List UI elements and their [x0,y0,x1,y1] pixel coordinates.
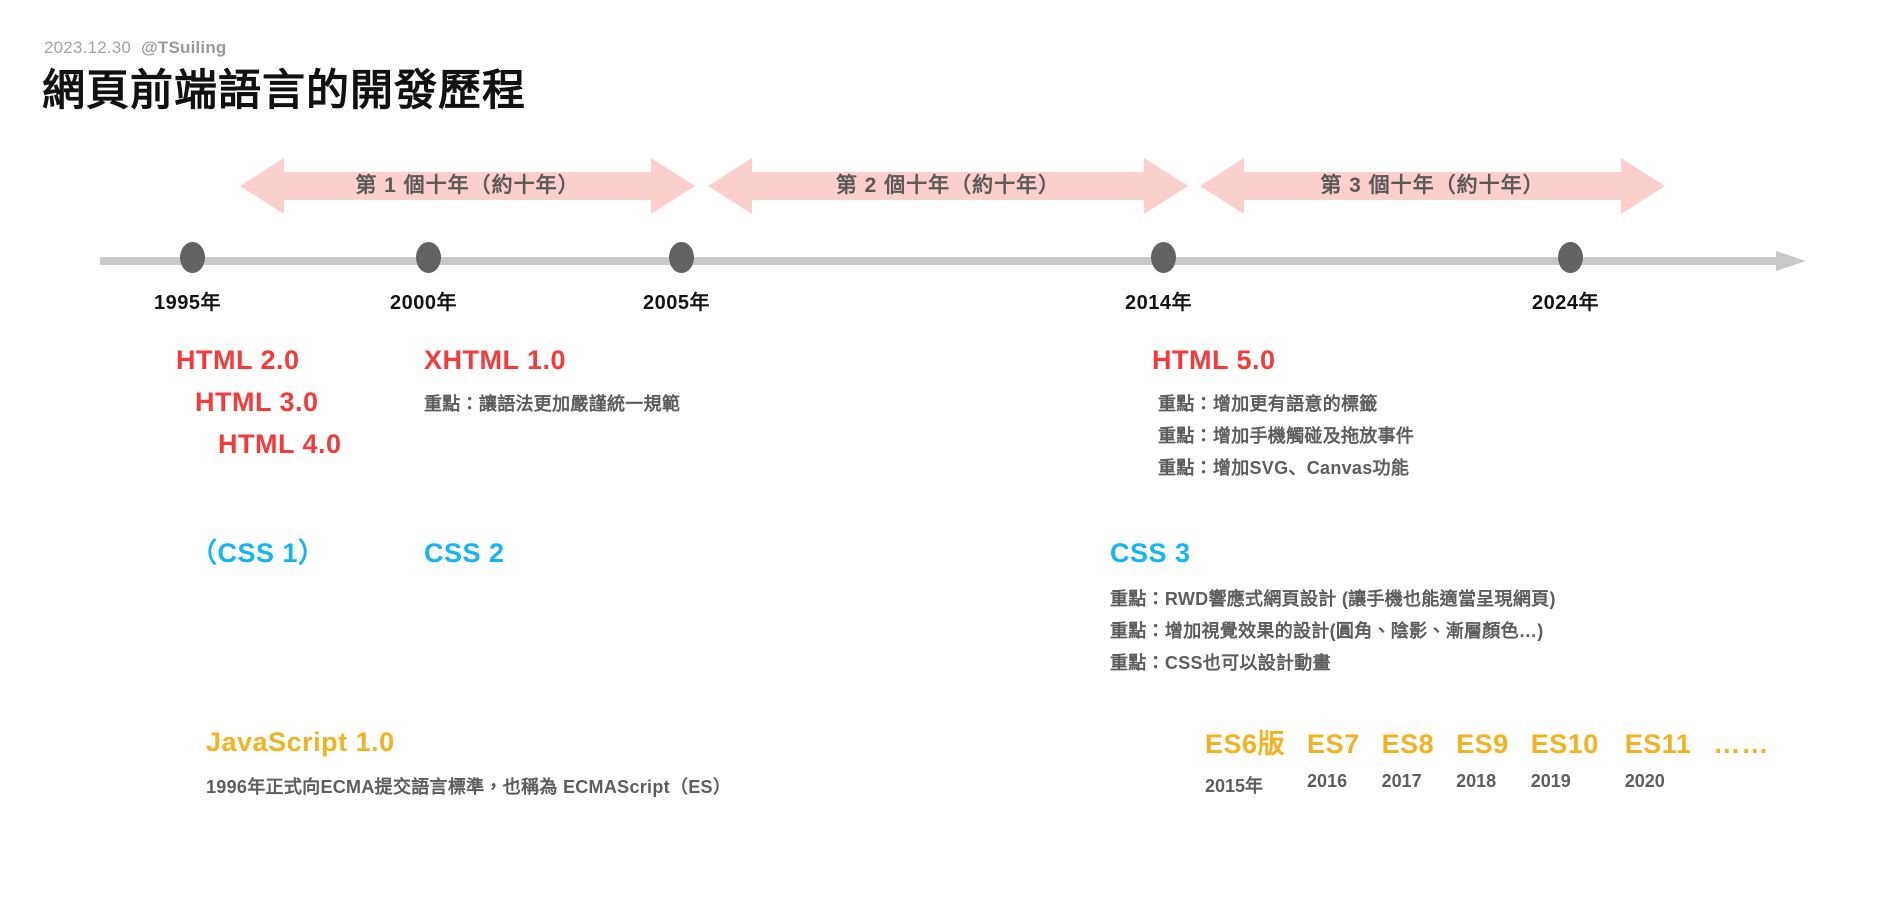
ecmascript-version-year: 2017 [1381,771,1422,791]
timeline-year-label: 2000年 [390,292,457,314]
ecmascript-ellipsis: …… [1713,729,1770,759]
ecmascript-version-name: ES10 [1530,729,1599,759]
decade-label: 第 1 個十年（約十年） [355,174,580,197]
ecmascript-block: ES6版 2015年 ES7 2016 ES8 2017 ES9 2018 ES10 2019 ES… [1205,722,1769,798]
html-version-label: HTML 2.0 [176,345,300,375]
css3-note: 重點：增加視覺效果的設計(圓角、陰影、漸層顏色…) [1110,620,1544,641]
html-version-label: HTML 3.0 [195,386,319,417]
ecmascript-version-name: ES6版 [1205,729,1286,759]
ecmascript-version-item: ES11 2020 [1625,729,1692,792]
ecmascript-version-name: ES8 [1381,729,1435,759]
javascript-block: JavaScript 1.0 1996年正式向ECMA提交語言標準，也稱為 EC… [206,722,731,803]
byline-handle: @TSuiling [141,38,227,57]
css1-block: （CSS 1） [190,533,326,575]
css2-title: CSS 2 [424,538,505,568]
xhtml-note: 重點：讓語法更加嚴謹統一規範 [424,393,681,414]
ecmascript-version-year: 2018 [1456,771,1497,791]
timeline-dot[interactable] [416,242,441,273]
page-title: 網頁前端語言的開發歷程 [42,67,526,115]
xhtml-block: XHTML 1.0 重點：讓語法更加嚴謹統一規範 [424,340,680,420]
html5-title: HTML 5.0 [1152,345,1276,375]
ecmascript-version-item: ES8 2017 [1382,729,1435,792]
timeline-dot[interactable] [1151,242,1176,273]
timeline-axis [100,242,1812,273]
html5-block: HTML 5.0 重點：增加更有語意的標籤重點：增加手機觸碰及拖放事件 重點：增加… [1152,340,1414,484]
byline-date: 2023.12.30 [44,38,132,57]
timeline-dot[interactable] [180,242,205,273]
timeline-year-label: 2024年 [1532,292,1599,314]
ecmascript-version-item: ES10 2019 [1531,729,1599,792]
html-version-label: HTML 4.0 [218,428,342,459]
css2-block: CSS 2 [424,533,505,575]
css3-note-list: 重點：RWD響應式網頁設計 (讓手機也能適當呈現網頁) 重點：增加視覺效果的設計(… [1110,583,1556,679]
ecmascript-version-item: ES9 2018 [1456,729,1509,792]
html5-note: 重點：增加手機觸碰及拖放事件 [1158,425,1415,446]
timeline-dot[interactable] [669,242,694,273]
ecmascript-version-name: ES7 [1307,729,1360,759]
xhtml-title: XHTML 1.0 [424,345,567,375]
ecmascript-version-item: ES7 2016 [1307,729,1360,792]
css3-title: CSS 3 [1110,538,1191,568]
css3-note: 重點：RWD響應式網頁設計 (讓手機也能適當呈現網頁) [1110,588,1556,609]
timeline-year-label: 1995年 [154,292,221,314]
ecmascript-version-year: 2020 [1624,771,1665,791]
decade-arrow [240,158,695,214]
css3-note: 重點：CSS也可以設計動畫 [1110,652,1331,673]
javascript-note: 1996年正式向ECMA提交語言標準，也稱為 ECMAScript（ES） [206,776,732,797]
css1-title: （CSS 1） [190,538,326,568]
decade-arrow [708,158,1188,214]
decade-label: 第 3 個十年（約十年） [1320,174,1545,197]
ecmascript-version-year: 2019 [1530,771,1571,791]
html5-note: 重點：增加SVG、Canvas功能 [1158,457,1410,478]
timeline-dot[interactable] [1558,242,1583,273]
html-early-versions: HTML 2.0 HTML 3.0 HTML 4.0 [176,340,342,466]
ecmascript-version-year: 2015年 [1205,776,1264,796]
html5-note: 重點：增加更有語意的標籤 [1158,393,1378,414]
ecmascript-version-name: ES9 [1456,729,1509,759]
decade-label: 第 2 個十年（約十年） [835,174,1061,197]
ecmascript-version-item: ES6版 2015年 [1205,722,1285,798]
javascript-title: JavaScript 1.0 [206,727,395,757]
ecmascript-version-row: ES6版 2015年 ES7 2016 ES8 2017 ES9 2018 ES10 2019 ES… [1205,722,1769,798]
timeline-year-label: 2014年 [1125,292,1192,314]
ecmascript-version-name: ES11 [1624,729,1692,759]
html5-note-list: 重點：增加更有語意的標籤重點：增加手機觸碰及拖放事件 重點：增加SVG、Canva… [1158,388,1414,484]
decade-arrow [1200,158,1665,214]
axis-arrow-head-icon [1776,251,1806,271]
byline: 2023.12.30 @TSuiling [44,38,227,58]
ecmascript-version-year: 2016 [1307,771,1348,791]
css3-block: CSS 3 重點：RWD響應式網頁設計 (讓手機也能適當呈現網頁) 重點：增加視覺… [1110,533,1556,679]
timeline-year-label: 2005年 [643,292,710,314]
decade-band: 第 1 個十年（約十年） 第 2 個十年（約十年） 第 3 個十年（約十年） [0,158,1900,214]
axis-line [100,257,1780,265]
